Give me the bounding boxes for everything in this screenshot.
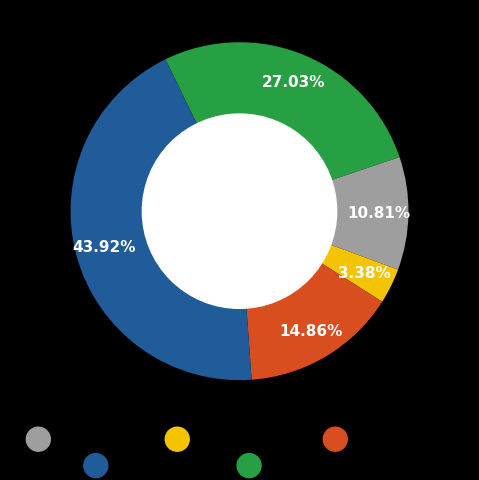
Wedge shape	[247, 263, 382, 380]
Circle shape	[142, 114, 337, 308]
Wedge shape	[70, 60, 251, 380]
Text: 3.38%: 3.38%	[339, 265, 391, 281]
Text: 10.81%: 10.81%	[348, 205, 411, 221]
Text: 14.86%: 14.86%	[280, 324, 343, 339]
Wedge shape	[165, 42, 399, 180]
Text: 43.92%: 43.92%	[73, 240, 136, 255]
Text: 27.03%: 27.03%	[262, 75, 325, 90]
Wedge shape	[321, 245, 398, 302]
Wedge shape	[331, 157, 409, 270]
